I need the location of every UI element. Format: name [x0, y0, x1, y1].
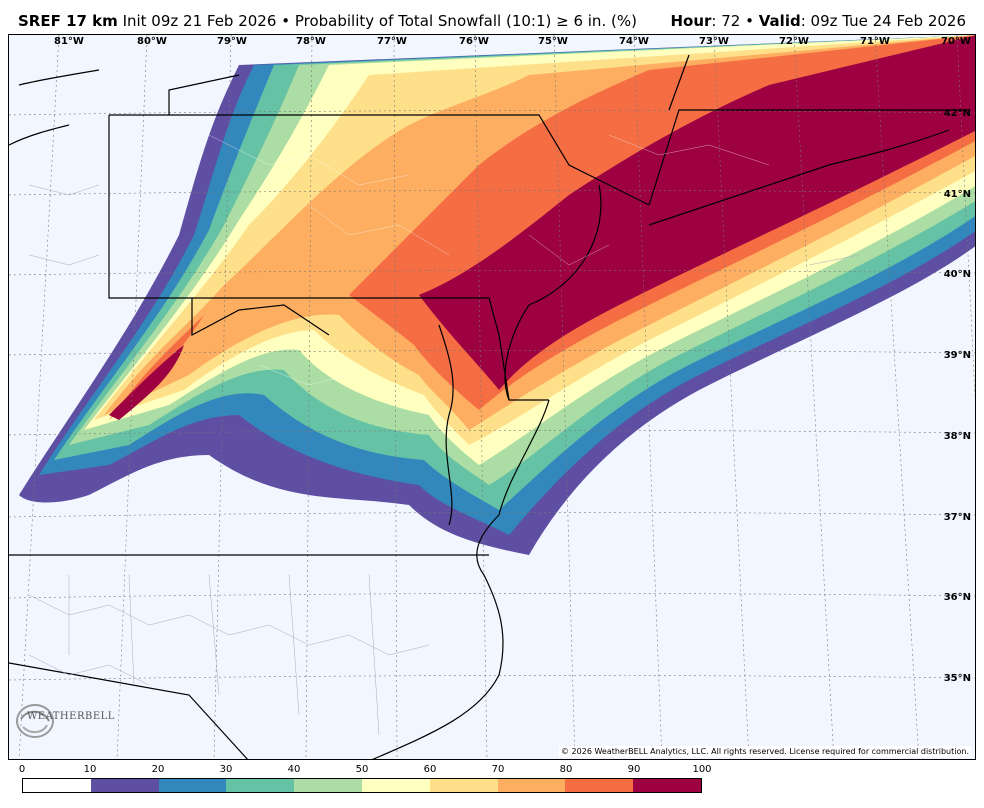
- hour-label: Hour: [670, 12, 712, 30]
- latitude-label: 41°N: [943, 189, 971, 200]
- colorbar-tick-label: 40: [287, 764, 301, 775]
- colorbar-tick-label: 0: [18, 764, 26, 775]
- map-canvas: [9, 35, 975, 759]
- colorbar-tick-label: 50: [355, 764, 369, 775]
- longitude-label: 81°W: [54, 36, 84, 47]
- init-time: Init 09z 21 Feb 2026: [122, 12, 277, 30]
- colorbar-segment: [565, 779, 634, 792]
- copyright-notice: © 2026 WeatherBELL Analytics, LLC. All r…: [559, 746, 971, 757]
- longitude-label: 71°W: [860, 36, 890, 47]
- longitude-label: 80°W: [137, 36, 167, 47]
- band-90-100: [109, 35, 975, 420]
- map-title: SREF 17 km Init 09z 21 Feb 2026 • Probab…: [18, 12, 637, 30]
- separator: •: [281, 12, 291, 30]
- latitude-label: 35°N: [943, 673, 971, 684]
- model-name: SREF 17 km: [18, 12, 118, 30]
- colorbar-tick-label: 20: [151, 764, 165, 775]
- colorbar-segment: [23, 779, 91, 792]
- header: SREF 17 km Init 09z 21 Feb 2026 • Probab…: [0, 0, 984, 34]
- separator: •: [745, 12, 754, 30]
- colorbar-segment: [429, 779, 498, 792]
- county-boundaries: [208, 134, 770, 386]
- longitude-label: 72°W: [779, 36, 809, 47]
- longitude-label: 75°W: [538, 36, 568, 47]
- latitude-label: 36°N: [943, 592, 971, 603]
- colorbar-segment: [158, 779, 227, 792]
- colorbar-segment: [497, 779, 566, 792]
- colorbar-tick-label: 80: [559, 764, 573, 775]
- colorbar-tick-label: 90: [627, 764, 641, 775]
- colorbar-segment: [361, 779, 430, 792]
- weatherbell-logo: WEATHERBELL: [13, 699, 114, 743]
- county-boundaries-south: [28, 184, 860, 736]
- colorbar-tick-label: 70: [491, 764, 505, 775]
- logo-text: WEATHERBELL: [27, 711, 115, 722]
- latitude-label: 37°N: [943, 512, 971, 523]
- valid-label: Valid: [758, 12, 801, 30]
- longitude-label: 79°W: [217, 36, 247, 47]
- logo-swirl-icon: [16, 704, 54, 738]
- longitude-label: 70°W: [941, 36, 971, 47]
- graticule: [9, 35, 975, 759]
- valid-value: : 09z Tue 24 Feb 2026: [800, 12, 966, 30]
- longitude-label: 73°W: [699, 36, 729, 47]
- colorbar-tick-label: 100: [692, 764, 712, 775]
- hour-value: : 72: [711, 12, 741, 30]
- state-boundaries: [9, 54, 969, 759]
- longitude-label: 78°W: [296, 36, 326, 47]
- longitude-label: 74°W: [619, 36, 649, 47]
- latitude-label: 39°N: [943, 350, 971, 361]
- valid-info: Hour: 72 • Valid: 09z Tue 24 Feb 2026: [670, 12, 966, 30]
- longitude-label: 77°W: [377, 36, 407, 47]
- colorbar-segment: [294, 779, 362, 792]
- colorbar-segment: [226, 779, 295, 792]
- longitude-label: 76°W: [459, 36, 489, 47]
- colorbar-tick-label: 60: [423, 764, 437, 775]
- colorbar-tick-label: 10: [83, 764, 97, 775]
- latitude-label: 42°N: [943, 108, 971, 119]
- latitude-label: 38°N: [943, 431, 971, 442]
- colorbar-segment: [90, 779, 159, 792]
- latitude-label: 40°N: [943, 269, 971, 280]
- snowfall-map: 81°W 80°W 79°W 78°W 77°W 76°W 75°W 74°W 73°W 72°W…: [8, 34, 976, 760]
- colorbar-segment: [633, 779, 701, 792]
- colorbar-labels: 0 10 20 30 40 50 60 70 80 90 100: [18, 764, 712, 776]
- colorbar-tick-label: 30: [219, 764, 233, 775]
- product-name: Probability of Total Snowfall (10:1) ≥ 6…: [294, 12, 637, 30]
- colorbar: [22, 778, 702, 793]
